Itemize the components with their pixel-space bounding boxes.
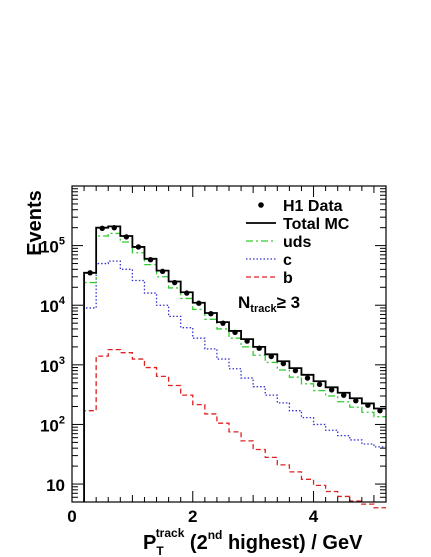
data-point — [111, 224, 117, 231]
data-point — [304, 375, 311, 381]
data-point — [341, 392, 347, 398]
data-point — [159, 268, 166, 275]
legend-label: Total MC — [283, 216, 350, 233]
y-tick-label-base: 10 — [40, 357, 59, 376]
legend-label: b — [283, 270, 293, 287]
data-point — [280, 360, 287, 367]
y-tick-label-exp: 5 — [59, 236, 65, 248]
axis-ticks — [71, 185, 387, 503]
data-point — [147, 257, 154, 263]
data-point — [316, 381, 323, 388]
data-point — [184, 290, 190, 296]
x-tick-label: 2 — [188, 507, 197, 526]
x-axis-title-rest-sup: nd — [208, 528, 223, 542]
data-point — [256, 345, 262, 351]
y-tick-label-base: 10 — [40, 416, 59, 435]
data-point — [244, 338, 250, 344]
data-point — [208, 311, 214, 317]
legend-label: c — [283, 252, 292, 269]
data-point — [135, 244, 142, 250]
data-point — [87, 270, 93, 276]
y-tick-label-base: 10 — [46, 476, 65, 495]
y-tick-label: 10 — [46, 476, 65, 495]
annotation-main: N — [238, 293, 250, 312]
x-axis-title-sup: track — [156, 526, 185, 540]
y-tick-label: 102 — [40, 414, 65, 435]
data-points — [87, 224, 383, 414]
histograms — [83, 225, 386, 509]
data-point — [353, 398, 359, 404]
legend-marker-dot — [258, 202, 264, 208]
x-tick-label: 0 — [67, 507, 76, 526]
series-total-mc-line — [83, 225, 386, 502]
data-point — [232, 329, 238, 336]
data-point — [328, 387, 335, 393]
data-point — [365, 402, 371, 408]
data-point — [171, 279, 178, 286]
data-point — [268, 353, 274, 360]
x-tick-labels: 0 2 4 — [67, 507, 319, 526]
y-tick-label-base: 10 — [40, 297, 59, 316]
y-tick-label: 104 — [40, 295, 66, 316]
y-tick-label-exp: 3 — [59, 355, 65, 367]
data-point — [123, 234, 130, 240]
y-tick-label-exp: 2 — [59, 414, 65, 426]
annotation-ntrack: Ntrack≥ 3 — [238, 293, 300, 315]
annotation-sub: track — [250, 303, 277, 315]
x-axis-title: PTtrack (2nd highest) / GeV — [143, 526, 363, 557]
data-point — [196, 300, 202, 306]
y-tick-label: 105 — [40, 236, 65, 257]
y-tick-label-base: 10 — [40, 238, 59, 257]
data-point — [292, 367, 299, 374]
series-c-line — [83, 260, 386, 502]
annotation-rest: ≥ 3 — [277, 293, 301, 312]
x-tick-label: 4 — [309, 507, 319, 526]
data-point — [377, 408, 383, 414]
data-point — [99, 225, 105, 232]
data-point — [220, 320, 226, 326]
x-axis-title-rest-post: highest) / GeV — [222, 532, 363, 554]
x-axis-title-rest-pre: (2 — [184, 532, 207, 554]
y-axis-title: Events — [24, 190, 46, 256]
series-uds-line — [83, 232, 386, 502]
x-axis-title-sub: T — [156, 544, 164, 557]
y-tick-label: 103 — [40, 355, 65, 376]
legend-label: uds — [283, 234, 312, 251]
y-tick-label-exp: 4 — [59, 295, 66, 307]
legend-label: H1 Data — [283, 198, 343, 215]
series-b-line — [83, 348, 386, 509]
x-axis-title-main: P — [143, 532, 156, 554]
